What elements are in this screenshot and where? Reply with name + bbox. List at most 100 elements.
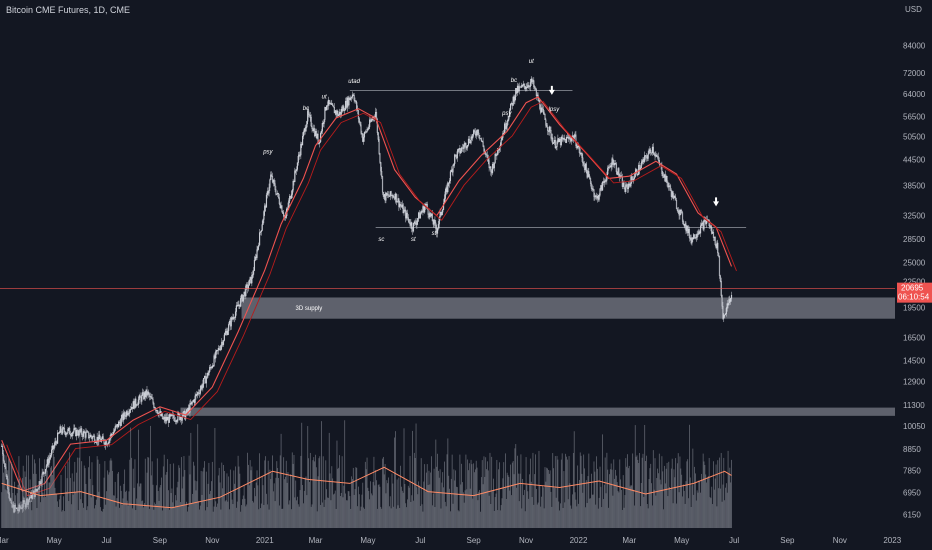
candle-body [645, 155, 647, 158]
volume-bar [619, 459, 621, 528]
volume-bar [248, 485, 250, 528]
volume-bar [397, 505, 399, 528]
volume-bar [272, 455, 273, 528]
volume-bar [647, 508, 649, 528]
volume-bar [178, 465, 180, 528]
candle-body [211, 365, 213, 369]
candle-body [328, 99, 330, 104]
candle-body [504, 123, 506, 134]
candle-body [246, 284, 248, 287]
volume-bar [115, 506, 117, 528]
volume-bar [345, 493, 346, 528]
candle-body [68, 427, 70, 430]
candle-body [675, 197, 677, 201]
volume-bars [1, 420, 732, 528]
volume-bar [525, 457, 527, 528]
candle-body [461, 147, 463, 152]
candle-body [454, 154, 456, 164]
wyckoff-label: st [432, 231, 437, 237]
candle-body [351, 94, 354, 98]
candle-body [399, 204, 402, 206]
volume-bar [150, 425, 151, 528]
volume-bar [321, 421, 322, 528]
volume-bar [396, 479, 398, 528]
volume-bar [251, 466, 253, 528]
volume-bar [68, 501, 70, 528]
volume-bar [603, 484, 605, 528]
volume-bar [532, 452, 534, 528]
volume-bar [554, 456, 556, 528]
volume-bar [352, 467, 354, 528]
volume-bar [419, 505, 421, 528]
volume-bar [22, 465, 24, 528]
volume-bar [382, 458, 383, 528]
volume-bar [657, 468, 658, 528]
volume-bar [362, 482, 364, 528]
volume-bar [88, 456, 90, 528]
candle-body [725, 308, 727, 315]
candle-body [553, 142, 555, 144]
volume-bar [454, 480, 456, 528]
volume-bar [349, 496, 351, 528]
volume-bar [40, 475, 42, 528]
volume-bar [248, 464, 249, 528]
candle-body [329, 103, 331, 105]
volume-bar [215, 501, 217, 528]
volume-bar [9, 497, 11, 528]
candle-body [300, 143, 302, 156]
volume-bar [560, 459, 562, 528]
candle-body [510, 103, 512, 110]
volume-bar [52, 453, 54, 528]
volume-bar [360, 506, 362, 528]
volume-bar [563, 471, 565, 528]
volume-bar [69, 452, 71, 528]
volume-bar [216, 506, 218, 528]
volume-bar [413, 500, 414, 528]
candle-body [493, 162, 495, 169]
volume-bar [570, 505, 572, 528]
candle-body [248, 279, 250, 286]
volume-bar [710, 498, 712, 528]
candle-body [348, 97, 350, 106]
candle-body [174, 420, 176, 422]
volume-bar [93, 494, 95, 528]
volume-bar [106, 491, 107, 528]
candle-body [681, 210, 683, 213]
volume-bar [273, 483, 275, 528]
volume-bar [197, 424, 199, 528]
volume-bar [575, 499, 577, 528]
candle-body [149, 396, 152, 398]
volume-bar [319, 456, 321, 528]
volume-bar [501, 498, 503, 528]
candle-body [383, 194, 385, 197]
volume-bar [640, 506, 641, 528]
volume-bar [348, 491, 350, 528]
volume-bar [597, 508, 599, 528]
candle-body [346, 97, 348, 108]
candle-body [302, 136, 304, 146]
time-tick-label: 2021 [256, 536, 274, 545]
candle-body [369, 119, 371, 128]
volume-bar [448, 475, 450, 528]
candle-body [183, 411, 185, 413]
candle-body [495, 153, 497, 156]
candle-body [228, 324, 230, 331]
candle-body [512, 96, 514, 106]
volume-bar [45, 497, 46, 528]
volume-bar [308, 458, 309, 528]
volume-bar [370, 493, 372, 528]
volume-bar [418, 481, 420, 528]
volume-bar [572, 452, 574, 528]
candle-body [114, 426, 116, 431]
volume-bar [100, 507, 101, 528]
volume-bar [246, 504, 248, 528]
volume-bar [350, 508, 352, 528]
candle-body [48, 458, 50, 465]
volume-bar [511, 495, 512, 528]
candle-body [634, 171, 636, 178]
volume-bar [13, 505, 15, 528]
volume-bar [574, 492, 576, 528]
candle-body [344, 109, 346, 111]
candle-body [235, 305, 237, 312]
